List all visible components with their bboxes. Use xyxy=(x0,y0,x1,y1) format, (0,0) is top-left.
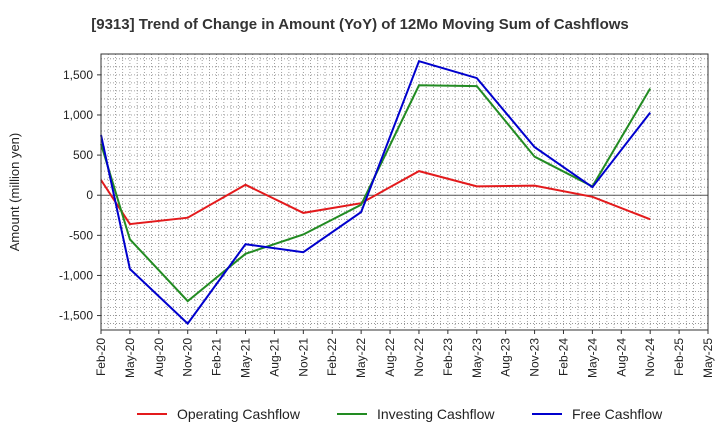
x-tick-label: May-23 xyxy=(470,338,484,378)
x-tick-label: Feb-22 xyxy=(325,338,339,376)
y-tick-label: -1,000 xyxy=(59,268,93,282)
y-axis-title: Amount (million yen) xyxy=(7,133,22,252)
y-tick-label: 500 xyxy=(73,148,93,162)
y-tick-label: -1,500 xyxy=(59,309,93,323)
x-axis-ticks: Feb-20 May-20 Aug-20 Nov-20 Feb-21 May-21 Aug-… xyxy=(94,330,715,378)
x-tick-label: May-24 xyxy=(585,338,599,378)
y-tick-label: -500 xyxy=(69,228,93,242)
x-tick-label: May-21 xyxy=(239,338,253,378)
x-tick-label: Feb-23 xyxy=(441,338,455,376)
x-tick-label: May-25 xyxy=(701,338,715,378)
x-tick-label: Nov-20 xyxy=(181,338,195,377)
x-tick-label: May-20 xyxy=(123,338,137,378)
plot-frame xyxy=(100,53,709,331)
x-tick-label: Aug-22 xyxy=(383,338,397,377)
x-tick-label: Nov-24 xyxy=(643,338,657,377)
x-tick-label: May-22 xyxy=(354,338,368,378)
x-tick-label: Aug-20 xyxy=(152,338,166,377)
y-axis-ticks: 1,500 1,000 500 0 -500 -1,000 -1,500 xyxy=(59,68,101,323)
legend-label: Investing Cashflow xyxy=(377,406,495,422)
y-tick-label: 1,000 xyxy=(63,108,93,122)
x-tick-label: Feb-20 xyxy=(94,338,108,376)
x-tick-label: Nov-21 xyxy=(296,338,310,377)
series-line-free-cashflow xyxy=(100,59,651,326)
x-tick-label: Nov-22 xyxy=(412,338,426,377)
x-tick-label: Aug-21 xyxy=(267,338,281,377)
x-tick-label: Feb-25 xyxy=(672,338,686,376)
chart-title: [9313] Trend of Change in Amount (YoY) o… xyxy=(91,16,629,33)
y-tick-label: 0 xyxy=(86,188,93,202)
y-tick-label: 1,500 xyxy=(63,68,93,82)
legend: Operating Cashflow Investing Cashflow Free… xyxy=(137,406,663,422)
x-tick-label: Feb-24 xyxy=(557,338,571,376)
series-line-investing-cashflow xyxy=(100,84,652,303)
legend-label: Free Cashflow xyxy=(572,406,663,422)
legend-label: Operating Cashflow xyxy=(177,406,301,422)
x-tick-label: Aug-23 xyxy=(499,338,513,377)
series-lines xyxy=(100,59,652,326)
x-tick-label: Nov-23 xyxy=(528,338,542,377)
x-tick-label: Feb-21 xyxy=(210,338,224,376)
x-tick-label: Aug-24 xyxy=(614,338,628,377)
